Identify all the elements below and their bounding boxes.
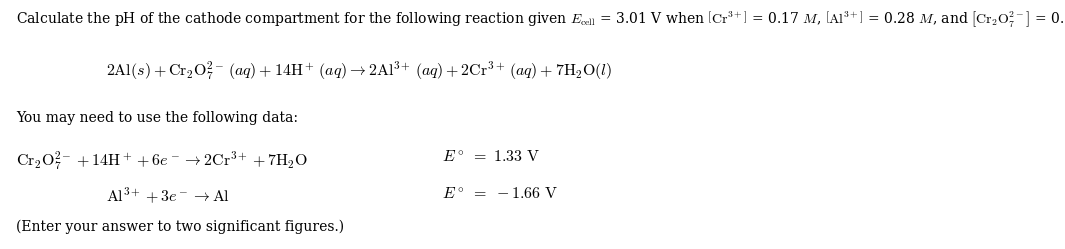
Text: $\mathrm{Cr_2O_7^{2-}} + 14\mathrm{H^+} + 6e^- \rightarrow 2\mathrm{Cr^{3+}} + 7: $\mathrm{Cr_2O_7^{2-}} + 14\mathrm{H^+} … <box>16 149 308 172</box>
Text: $E^\circ\ =\ 1.33\ \mathrm{V}$: $E^\circ\ =\ 1.33\ \mathrm{V}$ <box>442 149 540 166</box>
Text: You may need to use the following data:: You may need to use the following data: <box>16 111 298 125</box>
Text: (Enter your answer to two significant figures.): (Enter your answer to two significant fi… <box>16 219 344 234</box>
Text: $\mathrm{Al^{3+}} + 3e^- \rightarrow \mathrm{Al}$: $\mathrm{Al^{3+}} + 3e^- \rightarrow \ma… <box>106 186 231 206</box>
Text: Calculate the pH of the cathode compartment for the following reaction given $E_: Calculate the pH of the cathode compartm… <box>16 9 1065 29</box>
Text: $2\mathrm{Al}(s) + \mathrm{Cr_2O_7^{2-}}\,(aq) + 14\mathrm{H^+}\,(aq) \rightarro: $2\mathrm{Al}(s) + \mathrm{Cr_2O_7^{2-}}… <box>106 60 612 82</box>
Text: $E^\circ\ =\ -1.66\ \mathrm{V}$: $E^\circ\ =\ -1.66\ \mathrm{V}$ <box>442 186 558 202</box>
